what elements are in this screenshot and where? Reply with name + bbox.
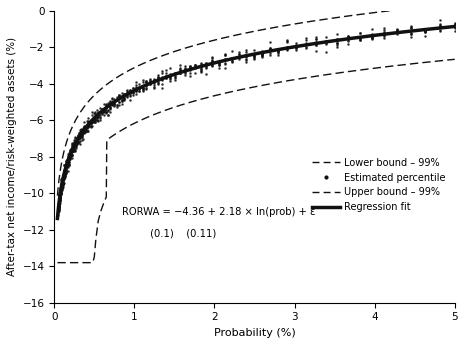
Legend: Lower bound – 99%, Estimated percentile, Upper bound – 99%, Regression fit: Lower bound – 99%, Estimated percentile,… [308,154,450,216]
Text: RORWA = −4.36 + 2.18 × ln(prob) + ε: RORWA = −4.36 + 2.18 × ln(prob) + ε [122,207,316,217]
Y-axis label: After-tax net income/risk-weighted assets (%): After-tax net income/risk-weighted asset… [7,37,17,276]
Text: (0.1)    (0.11): (0.1) (0.11) [122,228,217,238]
X-axis label: Probability (%): Probability (%) [213,328,295,338]
